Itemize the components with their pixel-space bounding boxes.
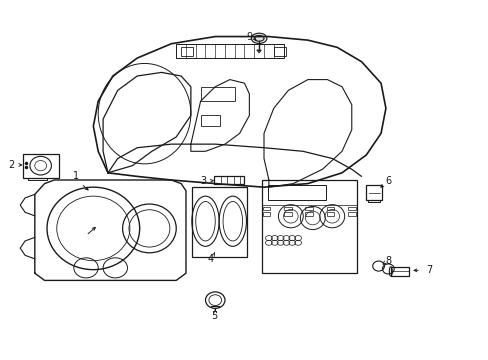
Text: 7: 7 (426, 265, 432, 275)
Text: 5: 5 (211, 311, 217, 321)
Text: 3: 3 (200, 176, 206, 186)
Text: 9: 9 (246, 32, 252, 41)
Text: 2: 2 (8, 160, 15, 170)
Text: 8: 8 (385, 256, 390, 266)
Text: 6: 6 (385, 176, 390, 186)
Text: 4: 4 (207, 254, 213, 264)
Ellipse shape (251, 33, 266, 44)
Text: 1: 1 (73, 171, 79, 181)
